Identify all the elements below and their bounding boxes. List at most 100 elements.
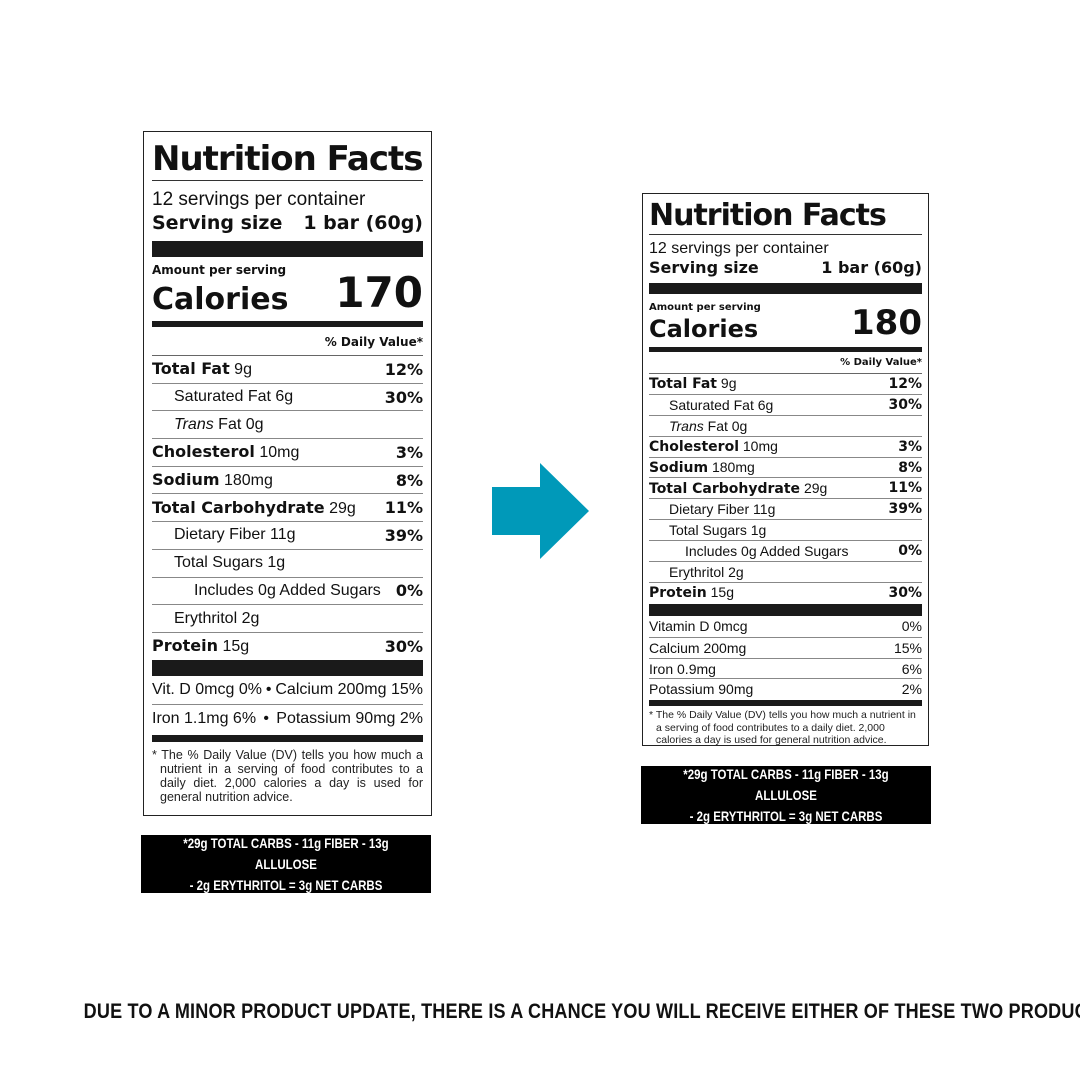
bullet: •	[265, 680, 272, 698]
nutrient-row: Saturated Fat 6g 30%	[152, 382, 423, 411]
daily-value: 11%	[384, 498, 423, 518]
vitamin-right: Calcium 200mg 15%	[275, 680, 423, 698]
nutrient-name: Total Carbohydrate 29g	[152, 498, 356, 518]
daily-value: 8%	[395, 470, 423, 490]
vitamin-row: Vit. D 0mcg 0% • Calcium 200mg 15%	[152, 676, 423, 704]
nutrient-name: Trans Fat 0g	[152, 416, 264, 434]
nutrient-row: Total Carbohydrate 29g 11%	[649, 477, 922, 498]
daily-value: 39%	[888, 501, 922, 518]
net-carbs-box-old: *29g TOTAL CARBS - 11g FIBER - 13g ALLUL…	[141, 835, 431, 893]
nutrient-label: Sodium	[152, 470, 220, 490]
nutrient-name: Includes 0g Added Sugars	[152, 582, 381, 600]
nutrient-name: Total Sugars 1g	[152, 554, 285, 572]
nutrient-name: Erythritol 2g	[152, 610, 259, 628]
serving-size-label: Serving size	[152, 212, 283, 234]
nutrient-name: Total Fat 9g	[649, 375, 736, 392]
nutrient-row: Total Carbohydrate 29g 11%	[152, 493, 423, 521]
amount-per-serving: Amount per serving	[649, 302, 761, 313]
nutrient-rows: Total Fat 9g 12% Saturated Fat 6g 30% Trans …	[649, 373, 922, 603]
nutrient-label: Saturated Fat	[174, 388, 271, 406]
label-title: Nutrition Facts	[649, 196, 922, 235]
serving-size-value: 1 bar (60g)	[821, 258, 922, 277]
nutrient-name: Dietary Fiber 11g	[152, 526, 296, 544]
nutrient-row: Total Sugars 1g	[152, 548, 423, 577]
daily-value: 30%	[384, 636, 423, 656]
nutrient-label: Total Carbohydrate	[649, 480, 801, 497]
nutrient-row: Total Fat 9g 12%	[152, 355, 423, 383]
divider-thick	[152, 659, 423, 676]
nutrient-row: Dietary Fiber 11g 39%	[152, 521, 423, 549]
nutrient-name: Cholesterol 10mg	[649, 438, 778, 455]
daily-value: 39%	[384, 525, 423, 545]
nutrient-label: Dietary Fiber	[174, 526, 266, 544]
footnote: * The % Daily Value (DV) tells you how m…	[152, 747, 423, 804]
nutrient-row: Sodium 180mg 8%	[152, 465, 423, 494]
nutrient-row: Saturated Fat 6g 30%	[649, 393, 922, 415]
nutrient-row: Trans Fat 0g	[152, 410, 423, 438]
nutrient-label: Erythritol	[669, 563, 725, 580]
nutrient-amount: 11g	[753, 501, 776, 518]
nutrient-amount: 180mg	[223, 472, 273, 490]
nutrient-label: Dietary Fiber	[669, 501, 750, 518]
nutrient-amount: 10mg	[259, 444, 300, 462]
divider-thick	[649, 283, 922, 294]
calories-label: Calories	[649, 315, 759, 343]
serving-size-label: Serving size	[649, 258, 759, 277]
nutrient-rows: Total Fat 9g 12% Saturated Fat 6g 30% Trans …	[152, 355, 423, 660]
nutrient-amount: 2g	[728, 563, 744, 580]
vitamin-name: Calcium 200mg	[649, 639, 747, 656]
nutrient-amount: 9g	[234, 361, 252, 379]
vitamin-left: Vit. D 0mcg 0%	[152, 680, 262, 698]
amount-per-serving: Amount per serving	[152, 263, 287, 277]
daily-value: 30%	[384, 387, 423, 407]
nutrient-label: Cholesterol	[152, 442, 255, 462]
nutrient-row: Cholesterol 10mg 3%	[649, 435, 922, 457]
net-carbs-line1: *29g TOTAL CARBS - 11g FIBER - 13g ALLUL…	[183, 834, 389, 872]
vitamin-name: Iron 0.9mg	[649, 660, 716, 677]
nutrient-name: Total Fat 9g	[152, 359, 252, 379]
nutrient-name: Erythritol 2g	[649, 564, 744, 580]
daily-value: 0%	[898, 543, 922, 560]
nutrient-label-italic: Trans	[174, 415, 214, 433]
divider-medium	[152, 321, 423, 327]
nutrient-amount: 10mg	[742, 438, 778, 455]
nutrient-amount: 180mg	[711, 459, 755, 475]
nutrient-label: Includes 0g Added Sugars	[194, 581, 381, 599]
divider-small	[649, 700, 922, 707]
nutrient-label: Total Fat	[152, 359, 230, 379]
serving-size: Serving size 1 bar (60g)	[152, 211, 423, 235]
vitamin-name: Potassium 90mg	[649, 681, 754, 698]
daily-value: 15%	[893, 639, 922, 656]
nutrient-label: Total Sugars	[174, 554, 263, 572]
nutrient-name: Protein 15g	[152, 636, 249, 656]
nutrient-label: Sodium	[649, 460, 709, 476]
nutrient-name: Protein 15g	[649, 584, 734, 601]
nutrient-label: Protein	[649, 585, 707, 602]
divider-medium	[649, 347, 922, 352]
nutrient-amount: 29g	[803, 479, 828, 496]
nutrient-row: Cholesterol 10mg 3%	[152, 438, 423, 466]
nutrient-label: Fat	[218, 415, 242, 433]
divider-thick	[152, 241, 423, 257]
nutrient-name: Total Sugars 1g	[649, 522, 766, 538]
servings-per-container: 12 servings per container	[152, 189, 366, 210]
daily-value: 0%	[901, 618, 922, 635]
nutrition-label-new: Nutrition Facts 12 servings per containe…	[642, 193, 929, 746]
vitamin-row: Iron 0.9mg 6%	[649, 657, 922, 679]
net-carbs-line2: - 2g ERYTHRITOL = 3g NET CARBS	[689, 807, 883, 824]
nutrition-label-old: Nutrition Facts 12 servings per containe…	[143, 131, 432, 816]
nutrient-row: Protein 15g 30%	[649, 581, 922, 603]
nutrient-label: Protein	[152, 636, 218, 656]
nutrient-amount: 11g	[270, 526, 296, 544]
nutrient-row: Dietary Fiber 11g 39%	[649, 498, 922, 519]
divider-small	[152, 734, 423, 742]
vitamin-rows: Vitamin D 0mcg 0% Calcium 200mg 15% Iron 0.9…	[649, 616, 922, 700]
arrow-shape	[492, 463, 589, 559]
daily-value: 3%	[898, 438, 922, 455]
calories-label: Calories	[152, 282, 289, 317]
daily-value: 11%	[888, 480, 922, 497]
nutrient-label: Erythritol	[174, 609, 238, 627]
nutrient-amount: 0g	[245, 415, 264, 433]
nutrient-name: Includes 0g Added Sugars	[649, 543, 848, 559]
nutrient-name: Total Carbohydrate 29g	[649, 480, 827, 497]
